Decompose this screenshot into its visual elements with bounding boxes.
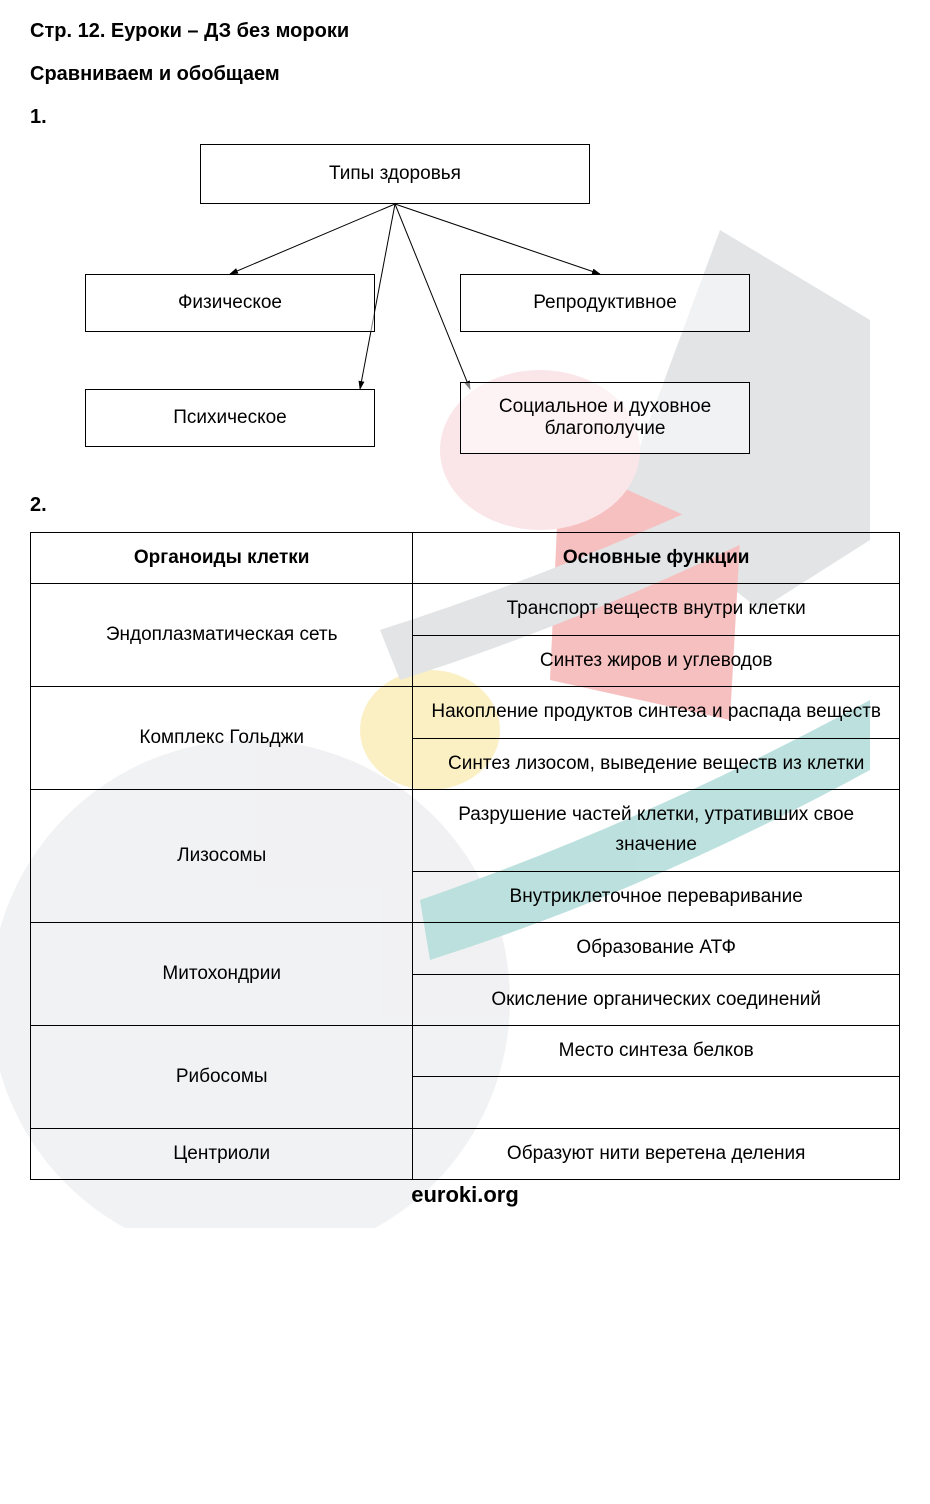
- health-types-diagram: Типы здоровья Физическое Репродуктивное Пси…: [30, 144, 900, 464]
- function-cell: Образование АТФ: [413, 923, 900, 974]
- organelle-cell: Рибосомы: [31, 1025, 413, 1128]
- organelle-cell: Центриоли: [31, 1128, 413, 1179]
- diagram-root-node: Типы здоровья: [200, 144, 590, 204]
- table-header: Органоиды клетки: [31, 533, 413, 584]
- page-title: Стр. 12. Еуроки – ДЗ без мороки: [30, 20, 900, 43]
- function-cell: Образуют нити веретена деления: [413, 1128, 900, 1179]
- function-cell: Разрушение частей клетки, утративших сво…: [413, 789, 900, 871]
- function-cell: Синтез лизосом, выведение веществ из кле…: [413, 738, 900, 789]
- table-row: МитохондрииОбразование АТФ: [31, 923, 900, 974]
- function-cell: Окисление органических соединений: [413, 974, 900, 1025]
- function-cell: Место синтеза белков: [413, 1025, 900, 1076]
- table-row: Комплекс ГольджиНакопление продуктов син…: [31, 687, 900, 738]
- diagram-child-node: Социальное и духовное благополучие: [460, 382, 750, 454]
- function-cell: Транспорт веществ внутри клетки: [413, 584, 900, 635]
- function-cell: [413, 1077, 900, 1128]
- footer-brand: euroki.org: [30, 1182, 900, 1208]
- diagram-child-node: Психическое: [85, 389, 375, 447]
- diagram-child-node: Репродуктивное: [460, 274, 750, 332]
- table-row: ЛизосомыРазрушение частей клетки, утрати…: [31, 789, 900, 871]
- table-row: РибосомыМесто синтеза белков: [31, 1025, 900, 1076]
- organelle-cell: Лизосомы: [31, 789, 413, 922]
- function-cell: Накопление продуктов синтеза и распада в…: [413, 687, 900, 738]
- function-cell: Внутриклеточное переваривание: [413, 871, 900, 922]
- organelle-cell: Комплекс Гольджи: [31, 687, 413, 790]
- task-1-label: 1.: [30, 106, 900, 129]
- table-header: Основные функции: [413, 533, 900, 584]
- diagram-child-node: Физическое: [85, 274, 375, 332]
- function-cell: Синтез жиров и углеводов: [413, 635, 900, 686]
- table-row: ЦентриолиОбразуют нити веретена деления: [31, 1128, 900, 1179]
- task-2-label: 2.: [30, 494, 900, 517]
- organelle-cell: Митохондрии: [31, 923, 413, 1026]
- organelles-table: Органоиды клеткиОсновные функцииЭндоплаз…: [30, 532, 900, 1180]
- table-row: Эндоплазматическая сетьТранспорт веществ…: [31, 584, 900, 635]
- organelle-cell: Эндоплазматическая сеть: [31, 584, 413, 687]
- section-title: Сравниваем и обобщаем: [30, 63, 900, 86]
